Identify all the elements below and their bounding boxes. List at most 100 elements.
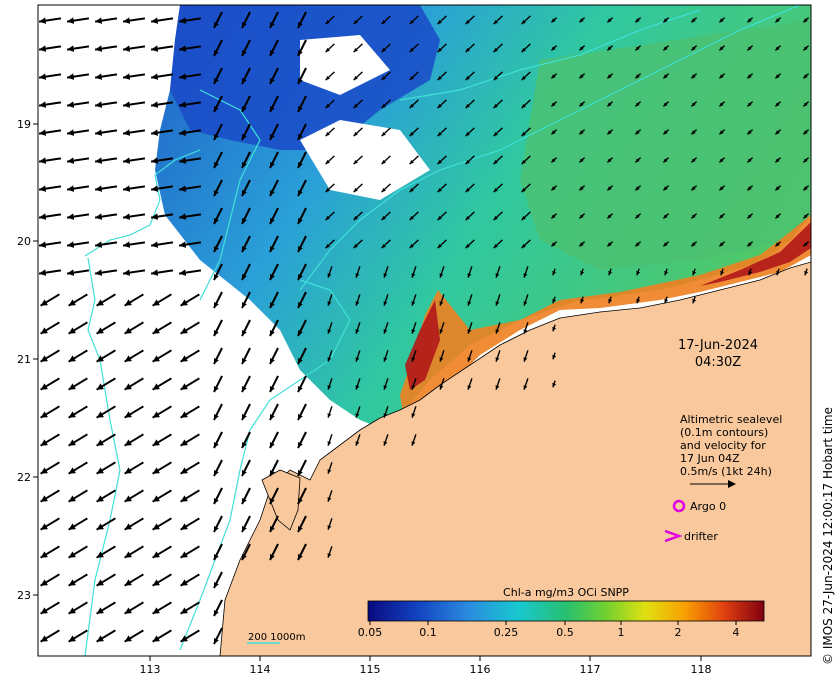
velocity-arrowhead — [242, 414, 247, 420]
velocity-arrowhead — [152, 411, 160, 418]
velocity-arrowhead — [298, 274, 303, 280]
velocity-arrowhead — [437, 131, 442, 137]
velocity-arrowhead — [179, 45, 187, 52]
velocity-arrowhead — [124, 607, 132, 614]
velocity-arrowhead — [775, 74, 780, 79]
velocity-arrowhead — [411, 273, 416, 278]
velocity-arrowhead — [465, 131, 470, 137]
colorbar-tick-label: 2 — [675, 626, 682, 639]
velocity-arrowhead — [551, 186, 556, 191]
velocity-arrowhead — [493, 187, 498, 193]
velocity-arrowhead — [803, 186, 808, 191]
velocity-arrowhead — [411, 385, 416, 390]
velocity-arrowhead — [270, 386, 275, 392]
velocity-arrowhead — [381, 131, 386, 137]
velocity-arrowhead — [691, 214, 696, 219]
velocity-arrowhead — [439, 357, 444, 362]
velocity-arrowhead — [608, 270, 613, 276]
velocity-arrowhead — [467, 357, 472, 362]
velocity-arrowhead — [747, 18, 752, 23]
velocity-arrowhead — [214, 554, 219, 560]
velocity-arrowhead — [152, 383, 160, 390]
velocity-arrowhead — [123, 185, 131, 192]
copyright-text: © IMOS 27-Jun-2024 12:00:17 Hobart time — [821, 407, 835, 665]
velocity-arrowhead — [68, 579, 76, 586]
velocity-arrowhead — [635, 186, 640, 191]
velocity-arrowhead — [383, 273, 388, 278]
velocity-arrowhead — [325, 19, 330, 25]
velocity-arrowhead — [123, 213, 131, 220]
velocity-arrowhead — [803, 158, 808, 163]
velocity-arrowhead — [355, 357, 360, 362]
bathymetry-label: 200 1000m — [248, 632, 305, 643]
velocity-arrowhead — [325, 47, 330, 53]
velocity-arrowhead — [151, 241, 159, 248]
velocity-arrowhead — [242, 22, 247, 28]
latitude-axis: 19 20 21 22 23 — [17, 118, 38, 602]
velocity-arrowhead — [242, 106, 247, 112]
velocity-arrowhead — [67, 17, 75, 24]
velocity-arrowhead — [381, 215, 386, 221]
velocity-arrowhead — [68, 327, 76, 334]
velocity-arrowhead — [152, 551, 160, 558]
velocity-arrowhead — [96, 551, 104, 558]
velocity-arrowhead — [325, 131, 330, 137]
velocity-arrowhead — [298, 162, 303, 168]
velocity-arrowhead — [353, 75, 358, 81]
velocity-arrowhead — [95, 129, 103, 136]
velocity-arrowhead — [123, 269, 131, 276]
latitude-tick-label: 22 — [17, 471, 31, 484]
velocity-arrowhead — [493, 47, 498, 53]
velocity-arrowhead — [96, 411, 104, 418]
velocity-arrowhead — [691, 46, 696, 51]
velocity-arrowhead — [465, 47, 470, 53]
velocity-arrowhead — [67, 45, 75, 52]
velocity-arrowhead — [270, 190, 275, 196]
velocity-arrowhead — [124, 327, 132, 334]
velocity-arrowhead — [298, 414, 303, 420]
velocity-arrowhead — [270, 302, 275, 308]
velocity-arrowhead — [552, 354, 557, 360]
velocity-arrowhead — [214, 358, 219, 364]
velocity-arrowhead — [607, 214, 612, 219]
velocity-arrowhead — [437, 75, 442, 81]
velocity-arrowhead — [664, 298, 669, 304]
velocity-arrowhead — [775, 186, 780, 191]
velocity-arrowhead — [214, 106, 219, 112]
velocity-arrowhead — [747, 186, 752, 191]
plot-frame — [37, 4, 812, 657]
velocity-arrowhead — [747, 242, 752, 247]
velocity-arrowhead — [551, 214, 556, 219]
velocity-arrowhead — [719, 242, 724, 247]
velocity-arrowhead — [180, 355, 188, 362]
colorbar-tick-label: 0.25 — [494, 626, 519, 639]
velocity-arrowhead — [40, 579, 48, 586]
velocity-arrowhead — [383, 413, 388, 418]
velocity-arrowhead — [775, 46, 780, 51]
velocity-arrowhead — [40, 607, 48, 614]
velocity-arrowhead — [179, 157, 187, 164]
velocity-arrowhead — [39, 129, 47, 136]
velocity-arrowhead — [67, 269, 75, 276]
velocity-arrowhead — [40, 635, 48, 642]
velocity-arrowhead — [151, 213, 159, 220]
velocity-arrowhead — [691, 74, 696, 79]
velocity-arrowhead — [40, 551, 48, 558]
legend-line-4: 17 Jun 04Z — [680, 452, 740, 465]
velocity-arrowhead — [355, 441, 360, 446]
velocity-arrowhead — [437, 19, 442, 25]
velocity-arrowhead — [96, 607, 104, 614]
velocity-arrowhead — [242, 442, 247, 448]
velocity-arrowhead — [68, 551, 76, 558]
velocity-arrowhead — [124, 439, 132, 446]
velocity-arrowhead — [495, 385, 500, 390]
velocity-arrowhead — [298, 50, 303, 56]
velocity-arrowhead — [803, 46, 808, 51]
velocity-arrowhead — [95, 185, 103, 192]
velocity-arrowhead — [179, 129, 187, 136]
velocity-arrowhead — [579, 102, 584, 107]
velocity-arrowhead — [551, 242, 556, 247]
velocity-arrowhead — [409, 75, 414, 81]
longitude-tick-label: 115 — [360, 663, 381, 676]
velocity-arrowhead — [214, 526, 219, 532]
